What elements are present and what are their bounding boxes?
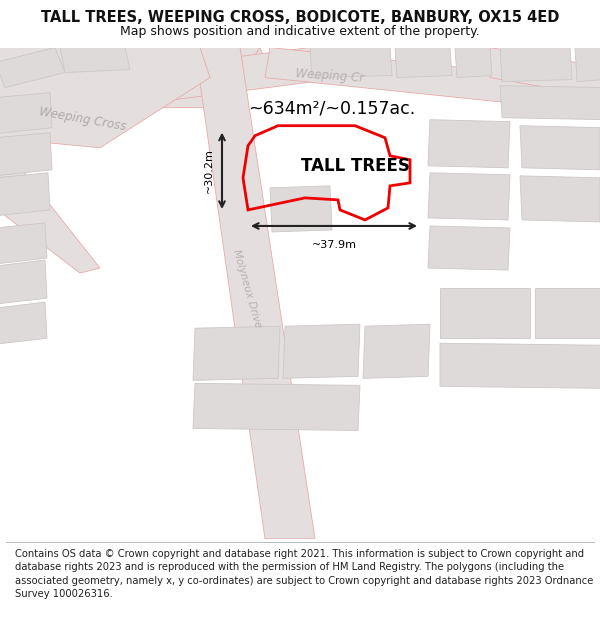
Polygon shape [60, 48, 130, 72]
Polygon shape [428, 173, 510, 220]
Text: TALL TREES: TALL TREES [301, 157, 409, 175]
Polygon shape [195, 48, 315, 539]
Polygon shape [193, 383, 360, 431]
Polygon shape [363, 324, 430, 378]
Polygon shape [520, 176, 600, 222]
Polygon shape [265, 48, 600, 112]
Text: Molyneux Drive: Molyneux Drive [231, 248, 263, 328]
Text: ~30.2m: ~30.2m [204, 148, 214, 193]
Text: Contains OS data © Crown copyright and database right 2021. This information is : Contains OS data © Crown copyright and d… [15, 549, 593, 599]
Text: Map shows position and indicative extent of the property.: Map shows position and indicative extent… [120, 25, 480, 38]
Polygon shape [310, 48, 392, 78]
Polygon shape [0, 223, 47, 264]
Polygon shape [0, 132, 52, 176]
Text: Weeping Cr: Weeping Cr [295, 67, 364, 84]
Polygon shape [60, 48, 260, 108]
Polygon shape [0, 48, 210, 148]
Polygon shape [440, 288, 530, 338]
Polygon shape [428, 119, 510, 168]
Polygon shape [0, 48, 270, 148]
Polygon shape [270, 186, 332, 232]
Polygon shape [0, 260, 47, 304]
Polygon shape [535, 288, 600, 338]
Polygon shape [520, 126, 600, 170]
Text: Weeping Cross: Weeping Cross [38, 106, 127, 134]
Polygon shape [0, 92, 52, 134]
Polygon shape [395, 48, 452, 78]
Polygon shape [0, 302, 47, 344]
Polygon shape [193, 326, 280, 381]
Text: TALL TREES, WEEPING CROSS, BODICOTE, BANBURY, OX15 4ED: TALL TREES, WEEPING CROSS, BODICOTE, BAN… [41, 9, 559, 24]
Polygon shape [440, 343, 600, 388]
Polygon shape [0, 48, 330, 122]
Polygon shape [500, 48, 572, 82]
Polygon shape [575, 48, 600, 82]
Polygon shape [455, 48, 492, 78]
Text: ~37.9m: ~37.9m [311, 240, 356, 250]
Polygon shape [0, 48, 65, 88]
Polygon shape [500, 86, 600, 119]
Polygon shape [283, 324, 360, 378]
Text: ~634m²/~0.157ac.: ~634m²/~0.157ac. [248, 99, 415, 118]
Polygon shape [0, 173, 50, 216]
Polygon shape [428, 226, 510, 270]
Polygon shape [0, 148, 100, 273]
Polygon shape [490, 48, 600, 98]
